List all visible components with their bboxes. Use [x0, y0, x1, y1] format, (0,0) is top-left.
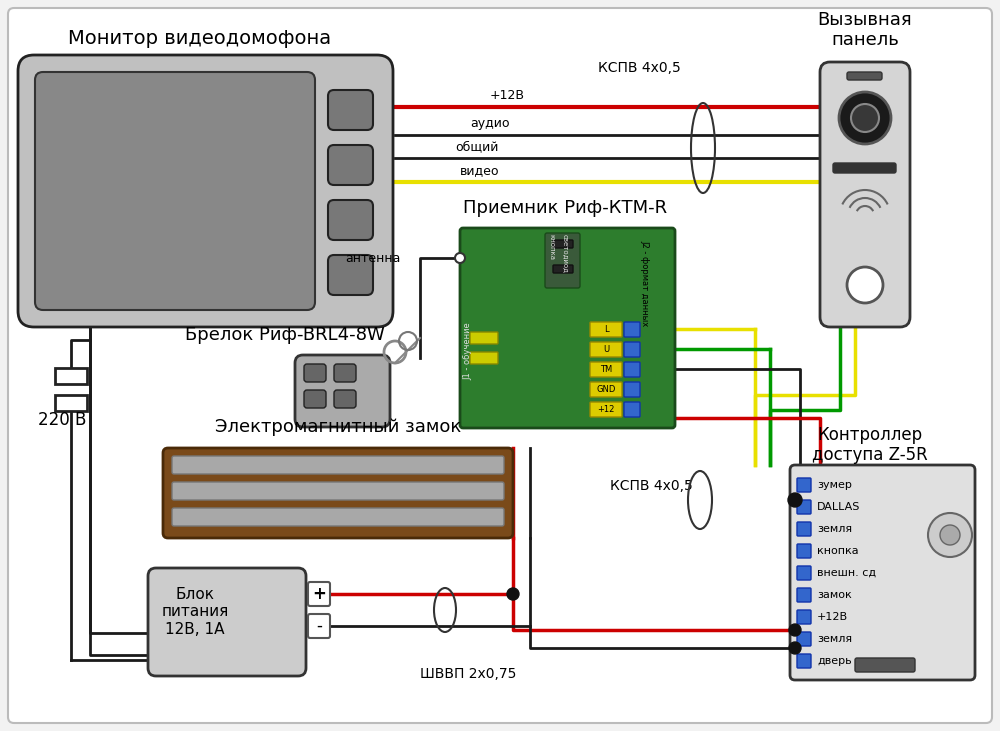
FancyBboxPatch shape [460, 228, 675, 428]
FancyBboxPatch shape [820, 62, 910, 327]
Text: Контроллер
доступа Z-5R: Контроллер доступа Z-5R [812, 425, 928, 464]
FancyBboxPatch shape [797, 522, 811, 536]
FancyBboxPatch shape [304, 390, 326, 408]
FancyBboxPatch shape [545, 233, 580, 288]
Text: ШВВП 2х0,75: ШВВП 2х0,75 [420, 667, 516, 681]
FancyBboxPatch shape [833, 163, 896, 173]
Circle shape [789, 624, 801, 636]
Text: Монитор видеодомофона: Монитор видеодомофона [68, 29, 332, 48]
FancyBboxPatch shape [624, 322, 640, 337]
FancyBboxPatch shape [624, 402, 640, 417]
Text: Приемник Риф-КТМ-R: Приемник Риф-КТМ-R [463, 199, 667, 217]
Text: +12В: +12В [490, 89, 525, 102]
FancyBboxPatch shape [590, 402, 622, 417]
FancyBboxPatch shape [855, 658, 915, 672]
Circle shape [839, 92, 891, 144]
FancyBboxPatch shape [797, 500, 811, 514]
Text: +: + [312, 585, 326, 603]
FancyBboxPatch shape [553, 240, 573, 248]
FancyBboxPatch shape [797, 654, 811, 668]
Text: видео: видео [460, 164, 500, 177]
Text: замок: замок [817, 590, 852, 600]
Text: Электромагнитный замок: Электромагнитный замок [215, 418, 461, 436]
Circle shape [851, 104, 879, 132]
Text: общий: общий [455, 140, 498, 153]
FancyBboxPatch shape [797, 632, 811, 646]
FancyBboxPatch shape [8, 8, 992, 723]
FancyBboxPatch shape [624, 382, 640, 397]
FancyBboxPatch shape [590, 362, 622, 377]
Text: земля: земля [817, 524, 852, 534]
FancyBboxPatch shape [553, 265, 573, 273]
Text: кнопка: кнопка [548, 234, 554, 260]
Text: внешн. сд: внешн. сд [817, 568, 876, 578]
FancyBboxPatch shape [308, 614, 330, 638]
FancyBboxPatch shape [308, 582, 330, 606]
FancyBboxPatch shape [148, 568, 306, 676]
FancyBboxPatch shape [590, 382, 622, 397]
Text: DALLAS: DALLAS [817, 502, 860, 512]
Text: +12: +12 [597, 405, 615, 414]
Bar [55, 395, 87, 411]
FancyBboxPatch shape [797, 566, 811, 580]
Text: кнопка: кнопка [817, 546, 859, 556]
FancyBboxPatch shape [328, 90, 373, 130]
Circle shape [507, 588, 519, 600]
FancyBboxPatch shape [18, 55, 393, 327]
FancyBboxPatch shape [295, 355, 390, 427]
FancyBboxPatch shape [172, 508, 504, 526]
Circle shape [455, 253, 465, 263]
FancyBboxPatch shape [334, 390, 356, 408]
Text: Брелок Риф-BRL4-8W: Брелок Риф-BRL4-8W [185, 326, 385, 344]
Text: TM: TM [600, 365, 612, 374]
FancyBboxPatch shape [35, 72, 315, 310]
Text: J1 - обучение: J1 - обучение [464, 322, 473, 380]
FancyBboxPatch shape [328, 145, 373, 185]
Circle shape [789, 642, 801, 654]
FancyBboxPatch shape [334, 364, 356, 382]
Text: зумер: зумер [817, 480, 852, 490]
FancyBboxPatch shape [590, 322, 622, 337]
Text: Блок
питания
12В, 1А: Блок питания 12В, 1А [161, 587, 229, 637]
FancyBboxPatch shape [163, 448, 513, 538]
Text: земля: земля [817, 634, 852, 644]
Text: светодиод: светодиод [563, 234, 569, 273]
Text: дверь: дверь [817, 656, 852, 666]
FancyBboxPatch shape [470, 352, 498, 364]
FancyBboxPatch shape [328, 200, 373, 240]
FancyBboxPatch shape [624, 342, 640, 357]
Text: -: - [316, 617, 322, 635]
Text: J2 - формат данных: J2 - формат данных [640, 240, 650, 326]
FancyBboxPatch shape [172, 482, 504, 500]
FancyBboxPatch shape [172, 456, 504, 474]
Text: КСПВ 4х0,5: КСПВ 4х0,5 [610, 479, 693, 493]
FancyBboxPatch shape [790, 465, 975, 680]
Bar [55, 368, 87, 384]
FancyBboxPatch shape [797, 610, 811, 624]
Text: аудио: аудио [470, 117, 510, 130]
FancyBboxPatch shape [797, 588, 811, 602]
FancyBboxPatch shape [304, 364, 326, 382]
Text: +12В: +12В [817, 612, 848, 622]
FancyBboxPatch shape [797, 544, 811, 558]
Text: Вызывная
панель: Вызывная панель [818, 11, 912, 50]
Text: GND: GND [596, 385, 616, 394]
Circle shape [940, 525, 960, 545]
Circle shape [928, 513, 972, 557]
Circle shape [847, 267, 883, 303]
Text: L: L [604, 325, 608, 334]
FancyBboxPatch shape [624, 362, 640, 377]
FancyBboxPatch shape [470, 332, 498, 344]
Text: антенна: антенна [345, 252, 400, 265]
FancyBboxPatch shape [847, 72, 882, 80]
Text: U: U [603, 345, 609, 354]
Text: КСПВ 4х0,5: КСПВ 4х0,5 [598, 61, 681, 75]
Circle shape [788, 493, 802, 507]
FancyBboxPatch shape [590, 342, 622, 357]
FancyBboxPatch shape [797, 478, 811, 492]
FancyBboxPatch shape [328, 255, 373, 295]
Text: 220 В: 220 В [38, 411, 86, 429]
